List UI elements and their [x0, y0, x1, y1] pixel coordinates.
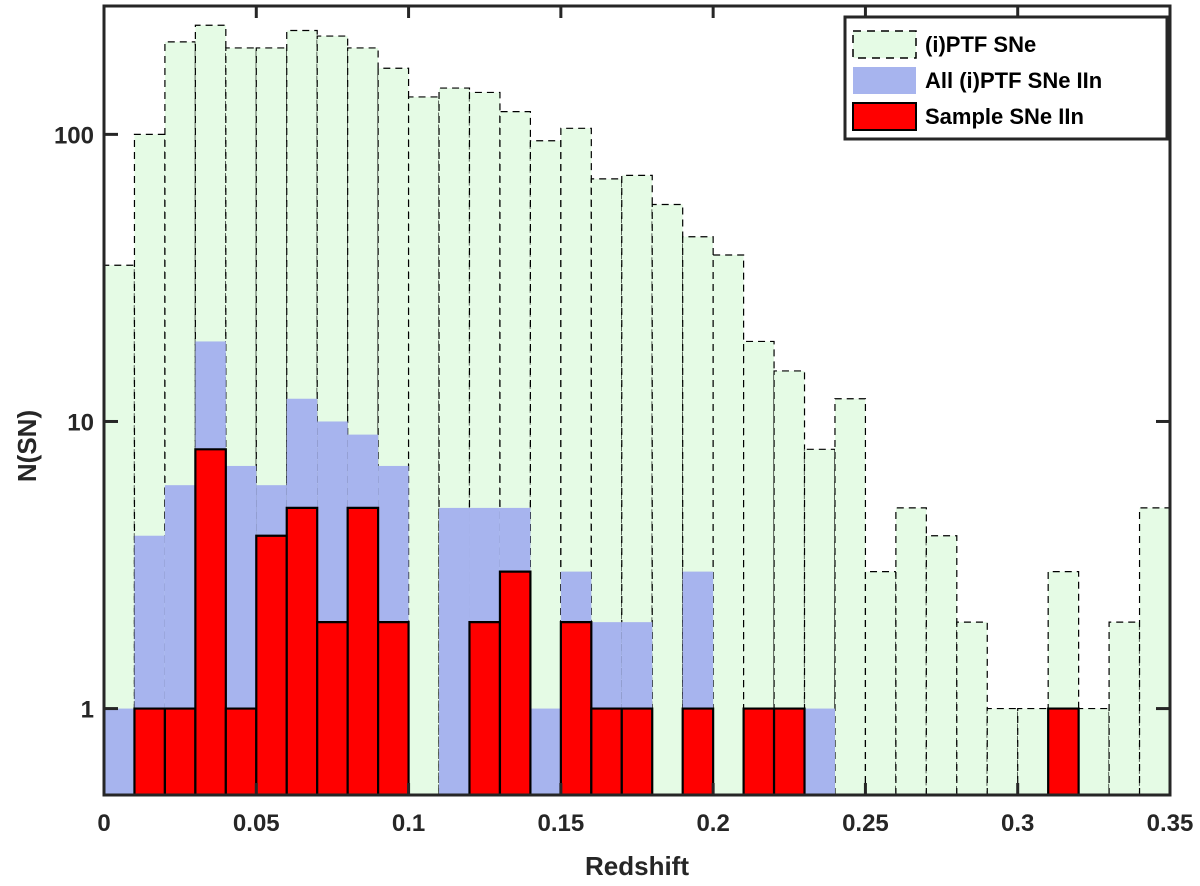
bar-outline-sample-iin-17 — [620, 707, 654, 795]
x-tick-label-4: 0.2 — [696, 810, 729, 837]
x-tick-label-1: 0.05 — [233, 810, 280, 837]
x-tick-label-7: 0.35 — [1147, 810, 1194, 837]
bar-outline-sample-iin-9 — [377, 621, 410, 795]
bar-outline-ptf-sne-7 — [316, 35, 349, 795]
legend-swatch-ptf-sne — [852, 30, 917, 59]
bars-layer — [103, 24, 1171, 796]
bar-outline-sample-iin-19 — [681, 707, 715, 795]
bar-sample-iin-7 — [317, 622, 348, 795]
bar-sample-iin-9 — [378, 622, 409, 795]
bar-sample-iin-8 — [347, 507, 379, 795]
y-tick-label-2: 100 — [54, 122, 94, 149]
bar-sample-iin-22 — [774, 708, 805, 795]
bar-outline-ptf-sne-11 — [438, 87, 471, 795]
y-tick-label-0: 1 — [81, 697, 94, 724]
bar-outline-ptf-sne-16 — [590, 178, 623, 795]
bar-outline-ptf-sne-3 — [194, 24, 227, 795]
bar-outline-ptf-sne-4 — [225, 47, 257, 795]
bar-sample-iin-19 — [682, 708, 714, 795]
bar-outline-sample-iin-13 — [498, 570, 532, 795]
bar-ptf-sne-25 — [865, 571, 896, 795]
x-tick-label-5: 0.25 — [842, 810, 889, 837]
x-tick-label-0: 0 — [97, 810, 110, 837]
bar-all-iin-0 — [104, 708, 135, 795]
x-tick-label-6: 0.3 — [1001, 810, 1034, 837]
legend-label-sample-iin: Sample SNe IIn — [925, 104, 1084, 129]
bar-outline-ptf-sne-2 — [164, 41, 196, 795]
bar-sample-iin-21 — [743, 708, 775, 795]
legend-label-ptf-sne: (i)PTF SNe — [925, 32, 1036, 57]
bar-ptf-sne-34 — [1139, 507, 1170, 795]
bar-sample-iin-2 — [164, 708, 196, 795]
bar-outline-ptf-sne-29 — [986, 707, 1019, 795]
bar-ptf-sne-18 — [652, 204, 683, 796]
bar-sample-iin-3 — [195, 449, 226, 795]
bar-sample-iin-31 — [1048, 708, 1079, 795]
bar-sample-iin-4 — [225, 708, 257, 795]
bar-all-iin-23 — [804, 708, 835, 795]
legend-swatch-sample-iin — [852, 102, 917, 131]
bar-sample-iin-1 — [134, 708, 165, 795]
bar-outline-ptf-sne-22 — [773, 370, 806, 795]
bar-outline-ptf-sne-21 — [743, 340, 775, 795]
axes-layer — [102, 4, 1172, 797]
bar-all-iin-14 — [530, 708, 561, 795]
bar-ptf-sne-24 — [834, 398, 866, 795]
bar-ptf-sne-20 — [713, 255, 744, 795]
x-axis-label: Redshift — [585, 851, 689, 881]
bar-sample-iin-16 — [591, 708, 622, 795]
bar-ptf-sne-30 — [1017, 708, 1049, 795]
bar-outline-ptf-sne-5 — [255, 47, 288, 795]
bar-sample-iin-6 — [286, 507, 318, 795]
bar-sample-iin-17 — [621, 708, 653, 795]
bar-sample-iin-5 — [256, 535, 287, 795]
bar-ptf-sne-14 — [530, 140, 561, 795]
bar-sample-iin-12 — [469, 622, 500, 795]
legend-swatch-all-iin — [853, 67, 916, 94]
bar-ptf-sne-28 — [956, 622, 988, 795]
legend-label-all-iin: All (i)PTF SNe IIn — [925, 68, 1102, 93]
bar-outline-sample-iin-22 — [772, 707, 806, 795]
bar-sample-iin-13 — [499, 571, 531, 795]
x-tick-label-2: 0.1 — [392, 810, 425, 837]
bar-ptf-sne-26 — [895, 507, 927, 795]
plot-frame — [102, 4, 1172, 797]
bar-outline-ptf-sne-10 — [407, 96, 440, 795]
bar-ptf-sne-32 — [1078, 708, 1110, 795]
x-tick-label-3: 0.15 — [537, 810, 584, 837]
bar-ptf-sne-10 — [408, 96, 440, 795]
bar-outline-ptf-sne-23 — [803, 448, 836, 795]
ticks-layer: 0 0.05 0.1 0.15 0.2 0.25 0.3 0.35 1 10 100 — [54, 6, 1193, 837]
bar-sample-iin-15 — [560, 622, 592, 795]
bar-outline-ptf-sne-13 — [499, 111, 531, 795]
bar-outline-sample-iin-3 — [194, 448, 227, 795]
bar-ptf-sne-27 — [926, 535, 957, 795]
bar-outline-sample-iin-31 — [1047, 707, 1080, 795]
y-axis-label: N(SN) — [12, 410, 42, 482]
bar-outline-ptf-sne-31 — [1047, 570, 1080, 795]
bar-ptf-sne-29 — [987, 708, 1018, 795]
bar-all-iin-11 — [439, 507, 470, 795]
legend: (i)PTF SNe All (i)PTF SNe IIn Sample SNe… — [843, 15, 1169, 141]
bar-ptf-sne-0 — [104, 265, 135, 795]
series-sample-iin — [133, 448, 1080, 795]
y-tick-label-1: 10 — [67, 409, 94, 436]
bar-ptf-sne-33 — [1109, 622, 1140, 795]
